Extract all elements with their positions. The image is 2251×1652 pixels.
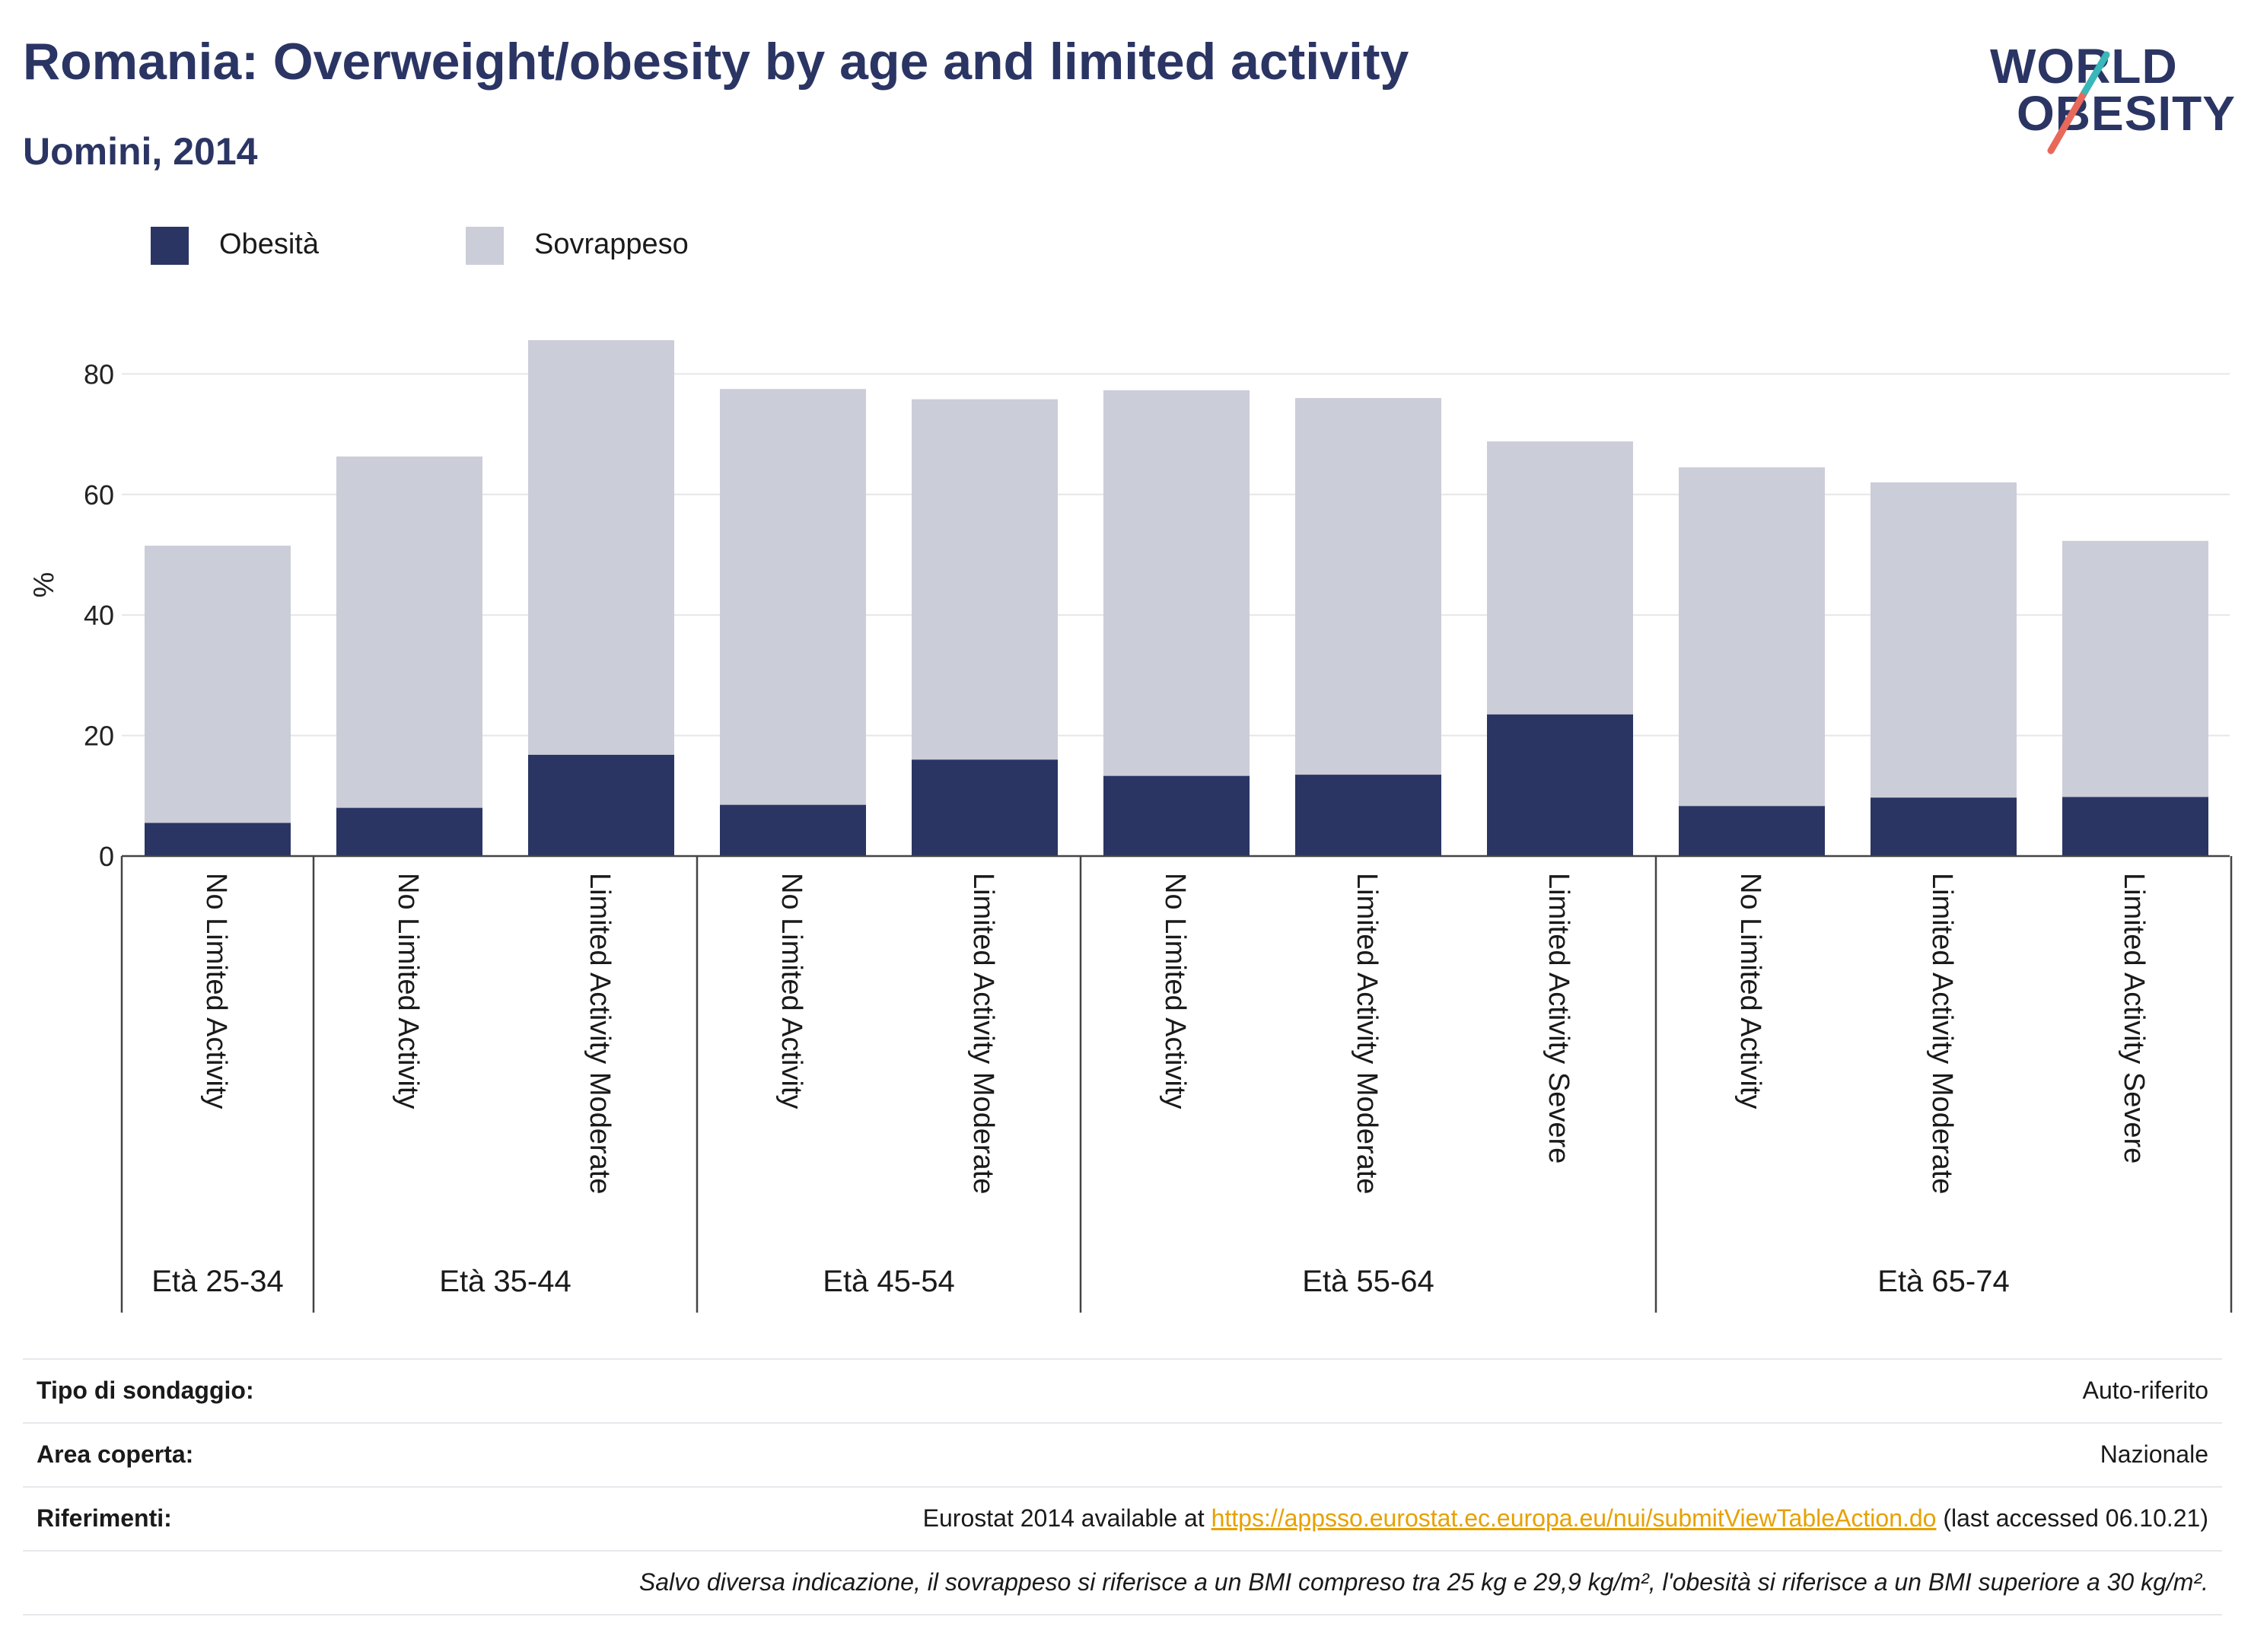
y-tick-label: 0 bbox=[99, 841, 114, 872]
info-row-note: Salvo diversa indicazione, il sovrappeso… bbox=[23, 1550, 2222, 1615]
info-row-area: Area coperta: Nazionale bbox=[23, 1422, 2222, 1486]
logo-slash-icon bbox=[2047, 51, 2110, 154]
y-axis-label: % bbox=[28, 572, 60, 598]
logo-word-world: WORLD bbox=[1990, 39, 2178, 94]
y-tick-label: 80 bbox=[84, 358, 114, 390]
bar-obesity bbox=[1295, 775, 1441, 856]
bar-overweight bbox=[2062, 540, 2208, 797]
survey-type-label: Tipo di sondaggio: bbox=[37, 1377, 254, 1404]
references-prefix: Eurostat 2014 available at bbox=[922, 1504, 1211, 1532]
bar-obesity bbox=[2062, 797, 2208, 856]
x-category-label: No Limited Activity bbox=[1159, 873, 1191, 1109]
x-group-label: Età 45-54 bbox=[823, 1265, 954, 1298]
x-category-label: No Limited Activity bbox=[1734, 873, 1766, 1109]
info-row-survey: Tipo di sondaggio: Auto-riferito bbox=[23, 1358, 2222, 1422]
bar-obesity bbox=[336, 807, 482, 856]
bar-obesity bbox=[1487, 714, 1633, 856]
bar-obesity bbox=[720, 804, 866, 856]
chart-title: Romania: Overweight/obesity by age and l… bbox=[23, 33, 1409, 91]
references-value: Eurostat 2014 available at https://appss… bbox=[923, 1504, 2208, 1533]
x-category-label: No Limited Activity bbox=[392, 873, 424, 1109]
x-group-label: Età 55-64 bbox=[1302, 1265, 1434, 1298]
bar-overweight bbox=[720, 389, 866, 805]
legend-swatch-obesity bbox=[151, 227, 189, 265]
x-category-label: No Limited Activity bbox=[775, 873, 807, 1109]
references-suffix: (last accessed 06.10.21) bbox=[1936, 1504, 2208, 1532]
x-group-label: Età 65-74 bbox=[1877, 1265, 2009, 1298]
x-category-label: Limited Activity Severe bbox=[2118, 873, 2150, 1163]
bar-overweight bbox=[528, 340, 674, 755]
legend-swatch-overweight bbox=[466, 227, 504, 265]
references-label: Riferimenti: bbox=[37, 1504, 172, 1532]
legend-label-overweight: Sovrappeso bbox=[534, 228, 689, 260]
survey-type-value: Auto-riferito bbox=[2082, 1377, 2208, 1404]
world-obesity-logo: WORLD OBESITY bbox=[1979, 30, 2237, 160]
bar-obesity bbox=[1679, 806, 1825, 856]
chart-subtitle: Uomini, 2014 bbox=[23, 130, 258, 173]
bar-overweight bbox=[1487, 441, 1633, 715]
logo-word-obesity: OBESITY bbox=[2017, 86, 2236, 141]
bar-obesity bbox=[1871, 797, 2017, 856]
bar-overweight bbox=[1295, 398, 1441, 775]
y-tick-label: 60 bbox=[84, 479, 114, 511]
x-category-label: Limited Activity Severe bbox=[1543, 873, 1574, 1163]
eurostat-link[interactable]: https://appsso.eurostat.ec.europa.eu/nui… bbox=[1211, 1504, 1937, 1532]
bar-overweight bbox=[912, 399, 1058, 760]
x-group-label: Età 35-44 bbox=[439, 1265, 571, 1298]
bar-obesity bbox=[1103, 775, 1250, 856]
x-category-label: Limited Activity Moderate bbox=[967, 873, 999, 1194]
stacked-bar-chart: 0 20 40 60 80% No Limited Activity No Limited … bbox=[28, 340, 2233, 1313]
bar-overweight bbox=[1103, 390, 1250, 776]
bar-obesity bbox=[528, 754, 674, 856]
x-group-label: Età 25-34 bbox=[151, 1265, 283, 1298]
bar-overweight bbox=[336, 456, 482, 808]
x-category-label: Limited Activity Moderate bbox=[1926, 873, 1958, 1194]
y-tick-label: 20 bbox=[84, 721, 114, 752]
info-row-references: Riferimenti: Eurostat 2014 available at … bbox=[23, 1486, 2222, 1550]
legend-label-obesity: Obesità bbox=[219, 228, 319, 260]
bar-obesity bbox=[912, 759, 1058, 856]
area-covered-label: Area coperta: bbox=[37, 1440, 194, 1468]
x-category-label: Limited Activity Moderate bbox=[584, 873, 616, 1194]
info-table: Tipo di sondaggio: Auto-riferito Area co… bbox=[23, 1358, 2222, 1615]
bar-overweight bbox=[145, 546, 291, 823]
bmi-definition-note: Salvo diversa indicazione, il sovrappeso… bbox=[638, 1568, 2208, 1596]
y-tick-label: 40 bbox=[84, 600, 114, 631]
bar-obesity bbox=[145, 823, 291, 856]
area-covered-value: Nazionale bbox=[2100, 1440, 2208, 1468]
x-category-label: No Limited Activity bbox=[200, 873, 232, 1109]
x-category-label: Limited Activity Moderate bbox=[1351, 873, 1383, 1194]
bar-overweight bbox=[1871, 482, 2017, 798]
bar-overweight bbox=[1679, 467, 1825, 807]
